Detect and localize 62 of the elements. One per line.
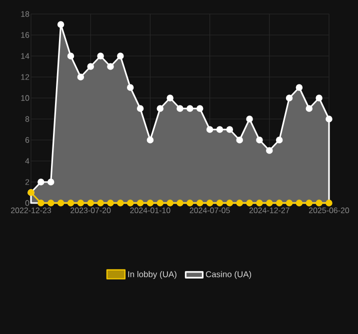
legend-label: Casino (UA) xyxy=(206,271,252,279)
point xyxy=(276,200,283,206)
point xyxy=(296,84,303,91)
point xyxy=(256,200,263,206)
point xyxy=(266,147,273,154)
point xyxy=(126,84,134,91)
point xyxy=(136,105,144,112)
point xyxy=(276,136,283,144)
point xyxy=(77,74,84,80)
point xyxy=(216,200,224,206)
point xyxy=(216,126,224,133)
point xyxy=(117,200,124,206)
point xyxy=(306,200,313,206)
point xyxy=(196,105,204,112)
point xyxy=(186,200,194,206)
point xyxy=(77,200,84,206)
point xyxy=(67,200,74,206)
point xyxy=(256,136,263,144)
point xyxy=(67,52,74,60)
point xyxy=(246,200,253,206)
point xyxy=(47,200,54,206)
point xyxy=(306,105,313,112)
point xyxy=(176,105,184,112)
point xyxy=(156,105,164,112)
point xyxy=(126,200,134,206)
legend-label: In lobby (UA) xyxy=(128,271,176,279)
point xyxy=(296,200,303,206)
point xyxy=(226,126,234,133)
point xyxy=(206,126,214,133)
point xyxy=(166,94,174,102)
point xyxy=(87,63,94,70)
point xyxy=(107,63,114,70)
point xyxy=(176,200,184,206)
point xyxy=(326,200,332,206)
point xyxy=(87,200,94,206)
point xyxy=(38,200,44,206)
point xyxy=(316,94,322,102)
point xyxy=(166,200,174,206)
point xyxy=(136,200,144,206)
point xyxy=(186,105,194,112)
point xyxy=(57,200,64,206)
point xyxy=(97,200,104,206)
point xyxy=(57,21,64,28)
point xyxy=(286,200,293,206)
point xyxy=(236,200,243,206)
point xyxy=(107,200,114,206)
point xyxy=(97,52,104,60)
point xyxy=(316,200,322,206)
point xyxy=(326,116,332,122)
point xyxy=(146,200,154,206)
point xyxy=(206,200,214,206)
point xyxy=(38,178,44,186)
point xyxy=(246,116,253,122)
point xyxy=(156,200,164,206)
point xyxy=(47,178,54,186)
point xyxy=(117,52,124,60)
point xyxy=(286,94,293,102)
point xyxy=(266,200,273,206)
point xyxy=(236,136,243,144)
point xyxy=(146,136,154,144)
point xyxy=(226,200,234,206)
point xyxy=(196,200,204,206)
